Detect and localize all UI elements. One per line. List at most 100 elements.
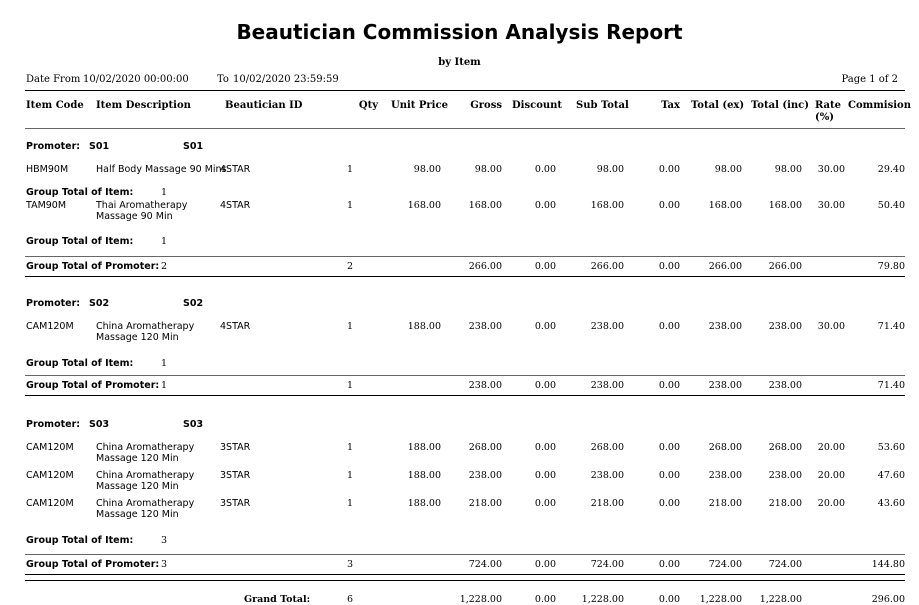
cell-qty: 1 [347,380,354,391]
cell-rate: 20.00 [817,442,845,453]
cell-commission: 29.40 [877,164,905,175]
cell-tax: 0.00 [658,261,680,272]
cell-qty: 1 [347,200,354,211]
beautician-id: 3STAR [220,498,251,509]
grand-total-rule [25,580,905,581]
promoter-name: S01 [183,141,204,152]
cell-commission: 71.40 [877,380,905,391]
item-code: CAM120M [26,442,74,453]
promoter-label: Promoter: [26,298,81,309]
col-beautician-id: Beautician ID [225,100,303,111]
col-item-code: Item Code [26,100,84,111]
cell-subtotal: 98.00 [596,164,624,175]
cell-tax: 0.00 [658,559,680,570]
item-description: China Aromatherapy Massage 120 Min [96,321,195,343]
promoter-name: S02 [183,298,204,309]
cell-qty: 1 [347,470,354,481]
cell-total-ex: 238.00 [708,380,742,391]
group-total-promoter-count: 1 [161,380,168,391]
cell-qty: 1 [347,442,354,453]
cell-total-inc: 1,228.00 [759,594,802,605]
group-promoter-top-rule [25,554,905,555]
cell-qty: 1 [347,164,354,175]
cell-total-inc: 268.00 [768,442,802,453]
page-indicator: Page 1 of 2 [841,74,898,85]
report-title: Beautician Commission Analysis Report [236,20,683,44]
cell-discount: 0.00 [534,442,556,453]
promoter-label: Promoter: [26,141,81,152]
item-description: China Aromatherapy Massage 120 Min [96,498,195,520]
cell-qty: 2 [347,261,354,272]
item-code: TAM90M [26,200,67,211]
cell-tax: 0.00 [658,470,680,481]
cell-qty: 1 [347,498,354,509]
cell-tax: 0.00 [658,442,680,453]
cell-gross: 168.00 [468,200,502,211]
group-total-item-count: 1 [161,358,168,369]
item-code: HBM90M [26,164,69,175]
cell-commission: 79.80 [877,261,905,272]
cell-total-inc: 238.00 [768,470,802,481]
cell-rate: 30.00 [817,200,845,211]
item-code: CAM120M [26,498,74,509]
cell-subtotal: 724.00 [590,559,624,570]
cell-unit-price: 168.00 [407,200,441,211]
item-description: Thai Aromatherapy Massage 90 Min [96,200,188,222]
item-description: China Aromatherapy Massage 120 Min [96,470,195,492]
cell-unit-price: 188.00 [407,498,441,509]
date-to-label: To [217,74,229,85]
cell-rate: 30.00 [817,321,845,332]
cell-discount: 0.00 [534,321,556,332]
cell-qty: 6 [347,594,354,605]
cell-total-ex: 98.00 [714,164,742,175]
cell-total-ex: 168.00 [708,200,742,211]
cell-total-inc: 168.00 [768,200,802,211]
cell-subtotal: 268.00 [590,442,624,453]
beautician-id: 4STAR [220,164,251,175]
cell-unit-price: 98.00 [413,164,441,175]
cell-total-inc: 238.00 [768,321,802,332]
cell-commission: 71.40 [877,321,905,332]
cell-total-ex: 268.00 [708,442,742,453]
cell-subtotal: 238.00 [590,380,624,391]
col-total-ex: Total (ex) [691,100,745,111]
cell-tax: 0.00 [658,380,680,391]
group-promoter-bottom-rule [25,574,905,575]
group-total-item-count: 3 [161,535,168,546]
cell-gross: 218.00 [468,498,502,509]
cell-rate: 20.00 [817,470,845,481]
item-code: CAM120M [26,321,74,332]
item-description: Half Body Massage 90 Mins [96,164,227,175]
col-total-inc: Total (inc) [751,100,809,111]
cell-discount: 0.00 [534,470,556,481]
cell-gross: 238.00 [468,380,502,391]
cell-commission: 43.60 [877,498,905,509]
group-total-item-label: Group Total of Item: [26,236,134,247]
item-code: CAM120M [26,470,74,481]
cell-commission: 144.80 [871,559,905,570]
col-unit-price: Unit Price [391,100,448,111]
promoter-code: S02 [89,298,110,309]
date-from-value: 10/02/2020 00:00:00 [83,74,189,85]
group-total-promoter-count: 2 [161,261,168,272]
cell-discount: 0.00 [534,559,556,570]
cell-subtotal: 266.00 [590,261,624,272]
cell-total-inc: 238.00 [768,380,802,391]
cell-discount: 0.00 [534,164,556,175]
cell-discount: 0.00 [534,498,556,509]
cell-tax: 0.00 [658,200,680,211]
cell-total-inc: 266.00 [768,261,802,272]
header-bottom-rule [25,128,905,129]
cell-gross: 1,228.00 [459,594,502,605]
group-promoter-top-rule [25,256,905,257]
col-tax: Tax [661,100,680,111]
cell-tax: 0.00 [658,498,680,509]
cell-subtotal: 238.00 [590,470,624,481]
cell-discount: 0.00 [534,261,556,272]
cell-unit-price: 188.00 [407,470,441,481]
cell-total-ex: 238.00 [708,321,742,332]
cell-gross: 266.00 [468,261,502,272]
group-total-promoter-label: Group Total of Promoter: [26,261,160,272]
cell-discount: 0.00 [534,200,556,211]
col-discount: Discount [512,100,563,111]
